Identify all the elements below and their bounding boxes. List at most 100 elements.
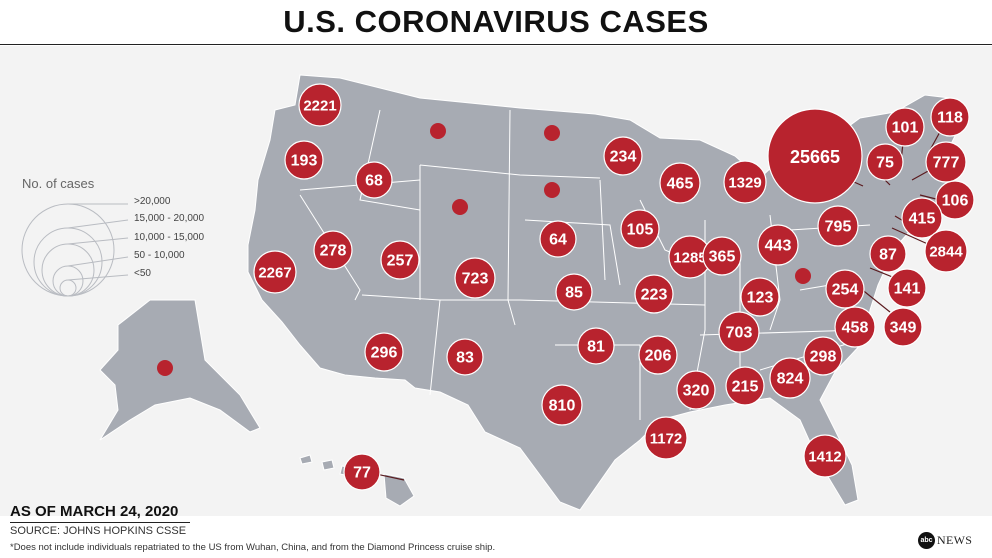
bubble-ar (638, 335, 678, 375)
case-count-dc: 349 (890, 320, 917, 337)
bubble-ks (555, 273, 593, 311)
bubble-ca (253, 250, 297, 294)
legend-range-3: 10,000 - 15,000 (134, 232, 205, 243)
bubble-mt (430, 123, 446, 139)
source-divider (10, 522, 190, 523)
case-count-mo: 223 (641, 287, 668, 304)
case-count-ut: 257 (387, 253, 414, 270)
bubble-or (284, 140, 324, 180)
case-count-oh: 443 (765, 238, 792, 255)
bubble-az (364, 332, 404, 372)
connector-nj (891, 227, 931, 246)
page-title: U.S. CORONAVIRUS CASES (283, 4, 709, 39)
case-count-tx: 810 (549, 398, 576, 415)
bubble-ky (740, 277, 780, 317)
legend-title: No. of cases (22, 176, 95, 191)
bubble-nm (446, 338, 484, 376)
case-count-de: 87 (879, 247, 897, 264)
case-count-al: 215 (732, 379, 759, 396)
legend-range-5: <50 (134, 268, 151, 279)
bubble-de (869, 235, 907, 273)
bubble-nc (834, 306, 876, 348)
bubble-sc (803, 336, 843, 376)
case-count-fl: 1412 (808, 449, 841, 466)
bubble-al (725, 366, 765, 406)
bubble-ak (157, 360, 173, 376)
bubble-wa (298, 83, 342, 127)
case-count-ma: 777 (933, 155, 960, 172)
bubble-id (355, 161, 393, 199)
bubble-ri (935, 180, 975, 220)
bubble-wv (795, 268, 811, 284)
bubble-ok (577, 327, 615, 365)
case-count-il: 1285 (673, 250, 706, 267)
bubble-hi (343, 453, 381, 491)
connector-hi (375, 473, 405, 481)
bubble-co (454, 257, 496, 299)
case-count-mn: 234 (610, 149, 637, 166)
bubble-md (887, 268, 927, 308)
bubble-dc (883, 307, 923, 347)
case-count-va: 254 (832, 282, 859, 299)
bubble-tn (718, 311, 760, 353)
bubble-fl (803, 434, 847, 478)
bubble-pa (817, 205, 859, 247)
case-count-co: 723 (462, 271, 489, 288)
case-bubbles: 2221 193 2267 68 278 257 296 723 83 64 85 81 810 234 1… (157, 83, 975, 491)
bubble-ut (380, 240, 420, 280)
legend-range-4: 50 - 10,000 (134, 250, 185, 261)
bubble-mn (603, 136, 643, 176)
case-count-wi: 465 (667, 176, 694, 193)
case-count-ms: 320 (683, 383, 710, 400)
case-count-ar: 206 (645, 348, 672, 365)
bubble-ia (620, 209, 660, 249)
case-count-nv: 278 (320, 243, 347, 260)
connector-ma (911, 169, 931, 181)
legend-leader-lines (67, 203, 129, 281)
abc-news-logo: abc NEWS (918, 531, 984, 549)
connector-dc (859, 287, 891, 313)
bubble-mi (723, 160, 767, 204)
bubble-ma (925, 141, 967, 183)
case-count-nj: 2844 (929, 244, 963, 261)
case-count-me: 118 (937, 110, 963, 127)
bubble-ms (676, 370, 716, 410)
case-count-ok: 81 (587, 339, 605, 356)
case-count-ca: 2267 (258, 265, 291, 282)
case-count-ct: 415 (909, 211, 936, 228)
case-count-or: 193 (291, 153, 318, 170)
connector-md (869, 267, 896, 279)
legend-range-1: >20,000 (134, 196, 171, 207)
bubble-ga (769, 357, 811, 399)
case-count-ky: 123 (747, 290, 774, 307)
case-count-md: 141 (894, 281, 921, 298)
case-count-nc: 458 (842, 320, 869, 337)
case-count-az: 296 (371, 345, 398, 362)
bubble-nd (544, 125, 560, 141)
case-count-in: 365 (709, 249, 736, 266)
bubble-wy (452, 199, 468, 215)
case-count-la: 1172 (650, 431, 683, 448)
case-count-sc: 298 (810, 349, 837, 366)
legend-circles (21, 203, 115, 297)
case-count-pa: 795 (825, 219, 852, 236)
bubble-va (825, 269, 865, 309)
bubble-oh (757, 224, 799, 266)
as-of-date: AS OF MARCH 24, 2020 (10, 503, 179, 520)
case-count-tn: 703 (726, 325, 753, 342)
bubble-wi (659, 162, 701, 204)
bubble-vt (866, 143, 904, 181)
bubble-nh (885, 107, 925, 147)
bubble-sd (544, 182, 560, 198)
bubble-tx (541, 384, 583, 426)
bubble-ne (539, 220, 577, 258)
case-count-id: 68 (365, 173, 383, 190)
case-count-ks: 85 (565, 285, 583, 302)
news-wordmark: NEWS (937, 532, 973, 547)
case-count-hi: 77 (353, 465, 371, 482)
case-count-mi: 1329 (728, 175, 761, 192)
bubble-ct (901, 197, 943, 239)
connector-vt (884, 179, 891, 186)
bubble-in (702, 236, 742, 276)
